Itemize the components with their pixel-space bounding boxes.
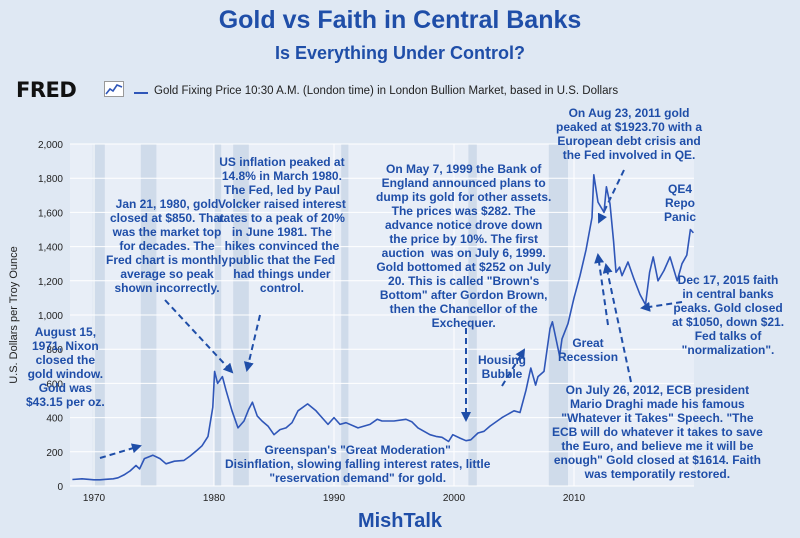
fred-graph-icon: [104, 81, 124, 97]
chart-title: Gold vs Faith in Central Banks: [218, 6, 582, 34]
y-tick-label: 400: [46, 414, 63, 425]
annotation-peak-2011: On Aug 23, 2011 gold peaked at $1923.70 …: [556, 106, 703, 162]
y-tick-label: 600: [46, 379, 63, 390]
fred-logo: FRED: [16, 78, 77, 102]
footer-brand: MishTalk: [357, 510, 443, 532]
x-tick-label: 2010: [563, 493, 586, 504]
y-axis-label: U.S. Dollars per Troy Ounce: [8, 246, 20, 384]
y-tick-label: 1,400: [38, 243, 63, 254]
y-tick-label: 200: [46, 448, 63, 459]
x-tick-label: 1980: [203, 493, 226, 504]
y-tick-label: 800: [46, 345, 63, 356]
annotation-nixon-1971: August 15, 1971, Nixon closed the gold w…: [26, 325, 105, 409]
x-tick-label: 1990: [323, 493, 346, 504]
annotation-faith-peak-2015: Dec 17, 2015 faith in central banks peak…: [672, 273, 785, 357]
x-tick-label: 1970: [83, 493, 106, 504]
legend-label: Gold Fixing Price 10:30 A.M. (London tim…: [154, 85, 619, 97]
chart-subtitle: Is Everything Under Control?: [274, 43, 526, 63]
y-tick-label: 2,000: [38, 140, 63, 151]
y-tick-label: 1,800: [38, 174, 63, 185]
annotation-qe4-repo-panic: QE4 Repo Panic: [664, 182, 697, 224]
annotation-arrow: [501, 348, 526, 387]
annotation-arrow: [164, 299, 234, 374]
legend-swatch: [134, 92, 148, 94]
annotation-great-moderation: Greenspan's "Great Moderation" Disinflat…: [225, 443, 491, 485]
annotation-gold-top-1980: Jan 21, 1980, gold closed at $850. That …: [106, 197, 229, 295]
y-tick-label: 1,600: [38, 208, 63, 219]
annotation-great-recession: Great Recession: [558, 336, 619, 364]
gold-price-line: [72, 174, 694, 481]
annotation-arrow: [99, 443, 142, 459]
annotation-arrow: [640, 301, 683, 312]
annotation-arrow: [594, 253, 609, 326]
annotation-draghi-2012: On July 26, 2012, ECB president Mario Dr…: [552, 383, 763, 481]
y-tick-label: 1,200: [38, 277, 63, 288]
annotation-browns-bottom-1999: On May 7, 1999 the Bank of England annou…: [376, 162, 552, 330]
x-tick-label: 2000: [443, 493, 466, 504]
y-tick-label: 0: [57, 482, 63, 493]
annotation-housing-bubble: Housing Bubble: [478, 353, 526, 381]
y-tick-label: 1,000: [38, 311, 63, 322]
annotation-volcker-1981: US inflation peaked at 14.8% in March 19…: [218, 155, 346, 295]
